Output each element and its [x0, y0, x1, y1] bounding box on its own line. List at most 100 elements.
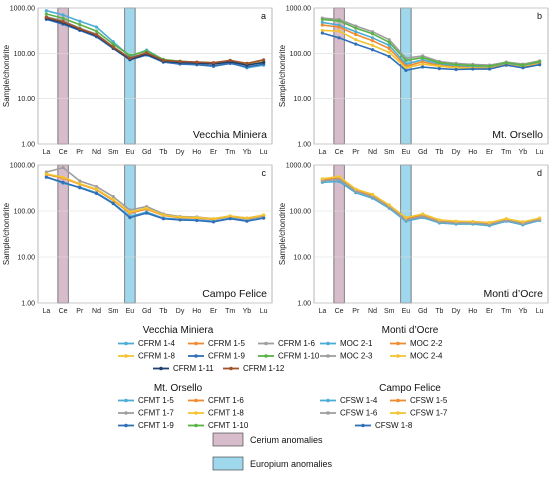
x-tick-label: Dy — [452, 149, 461, 156]
legend-marker — [326, 341, 330, 346]
data-point — [262, 213, 266, 217]
legend-item: CFRM 1-6 — [258, 339, 315, 348]
legend-label: CFRM 1-11 — [173, 364, 214, 373]
data-point — [370, 43, 375, 47]
data-point — [337, 29, 341, 33]
legend-marker — [396, 398, 400, 403]
data-point — [337, 36, 341, 40]
data-point — [471, 63, 475, 68]
data-point — [245, 216, 249, 220]
data-point — [370, 48, 375, 52]
legend-marker — [229, 366, 233, 371]
legend-marker — [194, 411, 198, 415]
data-point — [421, 212, 425, 216]
legend-label: CFRM 1-9 — [208, 352, 245, 361]
series-line — [322, 180, 540, 227]
legend-item: CFMT 1-8 — [188, 409, 244, 418]
data-point — [487, 67, 492, 71]
legend-marker — [361, 423, 365, 428]
legend-marker — [396, 341, 400, 346]
x-tick-label: Sm — [108, 149, 119, 156]
x-tick-label: La — [318, 308, 326, 315]
data-point — [538, 216, 542, 220]
data-point — [538, 59, 542, 64]
panel-letter: d — [537, 168, 542, 178]
data-point — [44, 172, 48, 176]
legend-marker — [124, 411, 128, 415]
data-point — [387, 40, 391, 44]
x-tick-label: Tm — [501, 149, 511, 156]
data-point — [178, 215, 182, 219]
data-point — [320, 28, 324, 33]
x-tick-label: Eu — [126, 149, 135, 156]
data-point — [195, 218, 199, 223]
data-point — [437, 67, 441, 71]
x-tick-label: Er — [210, 149, 218, 156]
data-point — [111, 197, 115, 202]
data-point — [454, 219, 458, 223]
data-point — [262, 60, 266, 65]
series-line — [322, 178, 540, 226]
data-point — [94, 184, 99, 189]
series-line — [46, 18, 264, 68]
data-point — [370, 195, 375, 199]
data-point — [61, 20, 65, 24]
data-point — [521, 66, 525, 70]
legend-group-title: Mt. Orsello — [154, 383, 203, 394]
legend-label: CFSW 1-4 — [340, 396, 378, 405]
legend-item: CFRM 1-9 — [188, 352, 245, 361]
x-tick-label: Eu — [402, 308, 411, 315]
legend-label: CFMT 1-9 — [138, 421, 174, 430]
band-legend-swatch — [212, 432, 244, 447]
data-point — [521, 220, 525, 224]
data-point — [111, 201, 115, 206]
ce-anomaly-band — [333, 164, 345, 304]
legend-label: MOC 2-2 — [410, 339, 443, 348]
panel-title: Monti d’Ocre — [483, 288, 543, 300]
x-tick-label: Tm — [225, 149, 235, 156]
band-legend-label: Cerium anomalies — [250, 435, 323, 445]
x-tick-label: Lu — [536, 149, 544, 156]
legend-marker — [396, 411, 400, 415]
data-point — [421, 56, 425, 60]
data-point — [421, 62, 425, 66]
legend-marker — [264, 341, 268, 346]
x-tick-label: Sm — [384, 149, 395, 156]
x-tick-label: Lu — [260, 149, 268, 156]
data-point — [404, 58, 408, 62]
data-point — [211, 220, 216, 224]
data-point — [94, 33, 99, 37]
legend-group: Vecchia Miniera CFRM 1-4 CFRM 1-5 CFRM 1-6 C… — [118, 325, 320, 373]
legend-label: CFRM 1-6 — [278, 339, 315, 348]
data-point — [421, 65, 425, 69]
data-point — [354, 42, 358, 46]
legend-marker — [326, 411, 330, 415]
x-tick-label: Tb — [435, 149, 443, 156]
legend-item: CFMT 1-7 — [118, 409, 174, 418]
legend-marker — [326, 398, 330, 403]
data-point — [354, 32, 358, 37]
data-point — [387, 46, 391, 51]
legend-label: CFMT 1-10 — [208, 421, 249, 430]
data-point — [387, 203, 391, 207]
legend-marker — [124, 398, 128, 403]
data-point — [387, 54, 391, 59]
x-tick-label: Er — [486, 149, 494, 156]
data-point — [354, 26, 358, 30]
legend-group: Monti d’Ocre MOC 2-1 MOC 2-2 MOC 2-3 MOC 2-4 — [320, 325, 443, 361]
y-tick-label: 100.00 — [14, 209, 36, 216]
legend-item: CFSW 1-7 — [390, 409, 448, 418]
x-tick-label: Nd — [368, 308, 377, 315]
data-point — [521, 63, 525, 67]
data-point — [454, 67, 458, 72]
y-tick-label: 10.00 — [17, 255, 35, 262]
data-point — [78, 182, 82, 186]
x-tick-label: Ce — [335, 308, 344, 315]
y-tick-label: 100.00 — [290, 51, 312, 58]
x-tick-label: Gd — [142, 308, 151, 315]
panel-d: 1000.00 100.00 10.00 1.00 La Ce Pr Nd Sm Eu Gd Tb Dy… — [278, 163, 549, 315]
x-tick-label: Ho — [192, 149, 201, 156]
legend-marker — [396, 354, 400, 358]
